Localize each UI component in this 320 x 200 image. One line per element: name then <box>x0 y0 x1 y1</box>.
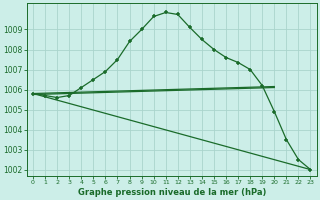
X-axis label: Graphe pression niveau de la mer (hPa): Graphe pression niveau de la mer (hPa) <box>77 188 266 197</box>
